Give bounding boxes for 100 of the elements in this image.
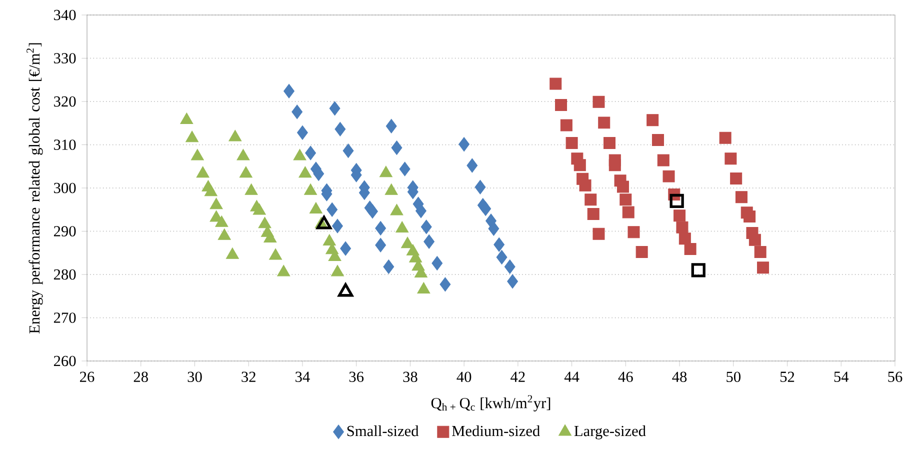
- point: [399, 162, 410, 176]
- point: [730, 172, 742, 184]
- point: [383, 260, 394, 274]
- point: [292, 104, 303, 120]
- point: [305, 146, 316, 160]
- point: [210, 198, 223, 210]
- point: [386, 118, 397, 134]
- point: [657, 154, 670, 166]
- point: [587, 208, 600, 220]
- x-tick-label: 46: [618, 372, 633, 382]
- y-tick-label: 270: [54, 312, 76, 323]
- point: [269, 248, 282, 260]
- point: [636, 246, 648, 258]
- point: [396, 221, 409, 233]
- x-tick-label: 44: [564, 372, 580, 382]
- x-tick-label: 32: [242, 372, 256, 382]
- x-tick-label: 48: [672, 372, 687, 382]
- point: [480, 202, 492, 216]
- point: [662, 170, 675, 182]
- point: [608, 159, 621, 172]
- point: [676, 221, 688, 234]
- x-tick-label: 56: [888, 372, 902, 382]
- point: [757, 262, 770, 274]
- x-tick-label: 34: [296, 372, 310, 382]
- point: [332, 218, 343, 234]
- point: [579, 179, 592, 192]
- x-tick-label: 28: [134, 372, 148, 382]
- point: [384, 184, 398, 195]
- point: [488, 221, 500, 236]
- point: [592, 96, 605, 108]
- y-tick-label: 340: [54, 10, 76, 20]
- x-axis-title: Q$_{h +}$ Q$_{c}$ [kwh/m$^{2}$yr]: [431, 395, 550, 412]
- point: [574, 159, 586, 172]
- point: [338, 283, 354, 297]
- point: [719, 132, 732, 144]
- y-tick-label: 290: [54, 226, 76, 236]
- point: [342, 144, 354, 158]
- point: [674, 210, 686, 222]
- point: [218, 228, 231, 240]
- point: [298, 166, 312, 178]
- x-tick-label: 36: [349, 372, 364, 382]
- point: [678, 232, 691, 245]
- point: [735, 191, 748, 204]
- point: [560, 119, 572, 132]
- point: [204, 184, 218, 196]
- y-tick-label: 260: [54, 356, 76, 366]
- point: [724, 152, 737, 165]
- point: [474, 180, 486, 194]
- point: [628, 226, 640, 238]
- point: [691, 263, 706, 278]
- x-tick-label: 30: [188, 372, 202, 382]
- point: [754, 246, 766, 258]
- point: [466, 158, 478, 173]
- point: [440, 277, 451, 292]
- point: [566, 137, 578, 150]
- point: [196, 166, 210, 178]
- legend-label: Medium-sized: [452, 425, 540, 436]
- x-tick-label: 26: [80, 372, 94, 382]
- x-tick-label: 52: [780, 372, 794, 382]
- point: [424, 234, 435, 249]
- x-tick-label: 40: [456, 372, 472, 382]
- point: [458, 137, 470, 152]
- point: [416, 204, 426, 218]
- point: [670, 194, 684, 208]
- point: [252, 203, 266, 215]
- point: [507, 274, 518, 289]
- x-tick-label: 42: [510, 372, 525, 382]
- point: [684, 242, 696, 255]
- legend-label: Small-sized: [347, 425, 419, 436]
- point: [316, 216, 332, 230]
- point: [375, 238, 386, 252]
- point: [304, 184, 318, 195]
- point: [334, 122, 346, 136]
- point: [598, 116, 610, 129]
- point: [239, 166, 252, 178]
- y-axis-title: Energy performance related global cost [€/m$^{2}$]: [26, 43, 43, 334]
- point: [244, 184, 258, 195]
- point: [330, 264, 344, 276]
- point: [494, 237, 505, 252]
- legend-label: Large-sized: [574, 425, 646, 440]
- point: [622, 206, 634, 218]
- point: [550, 78, 562, 90]
- point: [646, 114, 659, 126]
- x-tick-label: 54: [834, 372, 849, 382]
- point: [496, 250, 508, 264]
- point: [652, 134, 664, 146]
- point: [297, 125, 308, 140]
- point: [390, 204, 404, 216]
- y-tick-label: 320: [54, 96, 76, 107]
- x-tick-label: 50: [726, 372, 740, 382]
- point: [744, 210, 756, 223]
- point: [604, 137, 616, 150]
- y-tick-label: 280: [54, 269, 76, 280]
- point: [329, 101, 340, 116]
- point: [258, 216, 272, 228]
- point: [584, 194, 597, 206]
- point: [277, 264, 290, 276]
- x-tick-label: 38: [403, 372, 418, 382]
- point: [504, 260, 516, 274]
- point: [616, 180, 629, 193]
